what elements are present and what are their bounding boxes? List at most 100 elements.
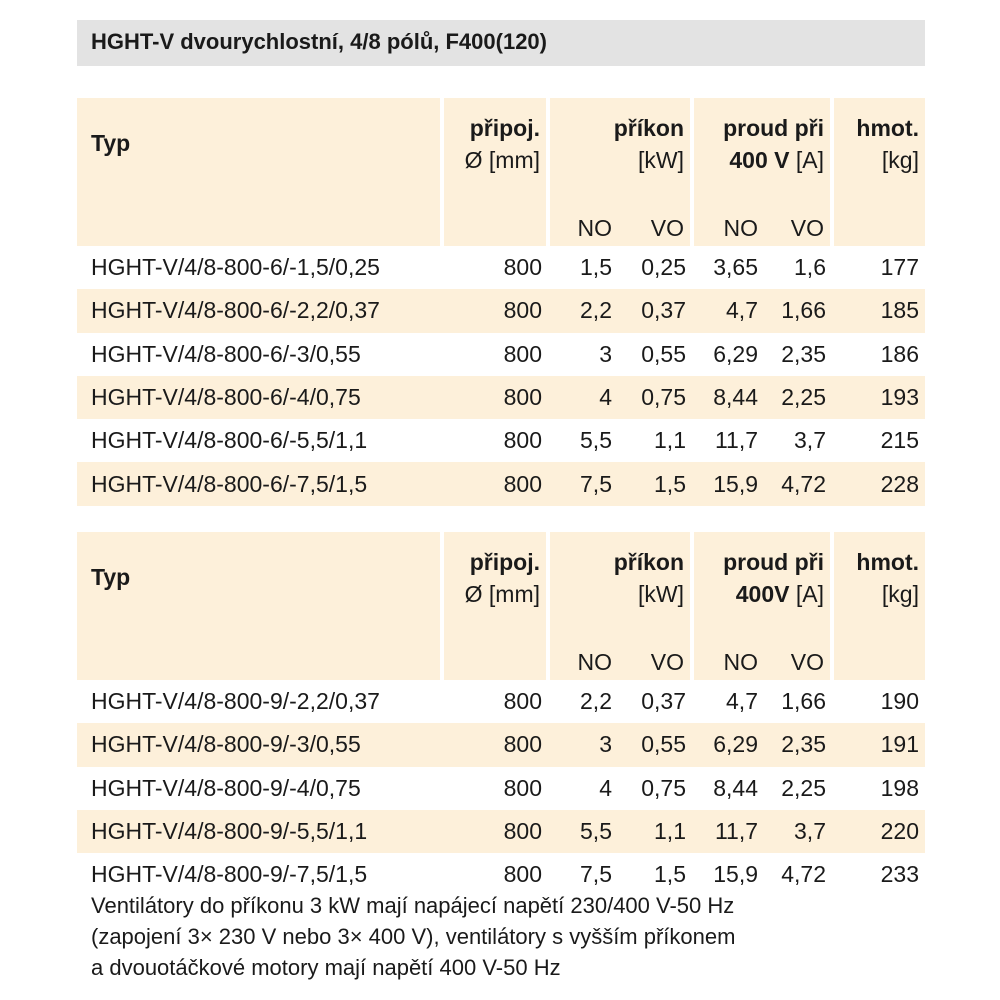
cell-proud-vo: 4,72: [781, 861, 826, 888]
cell-prikon-vo: 1,5: [654, 861, 686, 888]
cell-proud-no: 4,7: [726, 688, 758, 715]
header-proud: proud při 400V [A]: [692, 532, 834, 644]
cell-prikon-no: 4: [599, 774, 612, 801]
cell-typ: HGHT-V/4/8-800-9/-5,5/1,1: [77, 809, 442, 854]
cell-pripoj: 800: [442, 809, 548, 854]
header-proud-voltage: 400V: [735, 581, 790, 607]
header-proud-vo: VO: [764, 644, 834, 680]
table-row: HGHT-V/4/8-800-9/-2,2/0,37 800 2,2 0,37 4,7 1…: [77, 680, 925, 723]
header-proud-voltage: 400 V: [729, 147, 790, 173]
cell-pripoj: 800: [503, 427, 542, 454]
cell-proud-vo: 2,35: [781, 340, 826, 367]
cell-pripoj: 800: [503, 688, 542, 715]
table-row: HGHT-V/4/8-800-9/-7,5/1,5 800 7,5 1,5 15,9 4,…: [77, 853, 925, 896]
header-pripoj-unit: Ø [mm]: [464, 581, 540, 607]
header-hmot-unit: [kg]: [881, 147, 919, 173]
cell-prikon-no: 1,5: [580, 254, 612, 281]
cell-prikon-no: 3: [548, 723, 618, 767]
cell-hmot: 185: [832, 289, 925, 333]
cell-pripoj: 800: [442, 723, 548, 767]
footnote-line-1: Ventilátory do příkonu 3 kW mají napájec…: [91, 893, 735, 918]
cell-proud-no: 15,9: [713, 861, 758, 888]
header-hmot: hmot. [kg]: [832, 98, 925, 246]
table-row: HGHT-V/4/8-800-6/-5,5/1,1 800 5,5 1,1 11,7 3,…: [77, 419, 925, 462]
cell-typ: HGHT-V/4/8-800-6/-4/0,75: [77, 375, 442, 420]
cell-prikon-no: 2,2: [580, 688, 612, 715]
header-proud-unit: [A]: [795, 581, 824, 607]
cell-prikon-vo: 0,75: [641, 774, 686, 801]
header-proud-label: proud při: [723, 115, 824, 141]
cell-prikon-vo: 0,37: [618, 289, 692, 333]
header-prikon-no: NO: [548, 644, 618, 680]
cell-proud-no: 6,29: [692, 723, 764, 767]
cell-pripoj: 800: [442, 462, 548, 506]
cell-hmot: 220: [832, 809, 925, 854]
header-prikon-unit: [kW]: [638, 147, 684, 173]
table-row: HGHT-V/4/8-800-9/-4/0,75 800 4 0,75 8,44 2,25…: [77, 767, 925, 810]
cell-typ: HGHT-V/4/8-800-6/-3/0,55: [91, 340, 361, 367]
cell-prikon-no: 3: [599, 340, 612, 367]
cell-proud-no: 11,7: [714, 427, 758, 454]
header-prikon-vo: VO: [618, 210, 694, 246]
table-row: HGHT-V/4/8-800-6/-7,5/1,5 800 7,5 1,5 15,9 4,…: [77, 462, 925, 506]
cell-prikon-vo: 0,25: [641, 254, 686, 281]
cell-prikon-vo: 1,5: [618, 462, 692, 506]
cell-prikon-no: 4: [548, 375, 618, 420]
cell-proud-vo: 2,25: [764, 375, 832, 420]
cell-prikon-vo: 0,37: [641, 688, 686, 715]
cell-pripoj: 800: [503, 861, 542, 888]
table-row: HGHT-V/4/8-800-6/-4/0,75 800 4 0,75 8,44 2,25…: [77, 375, 925, 420]
cell-pripoj: 800: [442, 289, 548, 333]
cell-pripoj: 800: [503, 340, 542, 367]
cell-prikon-vo: 1,1: [618, 809, 692, 854]
table-row: HGHT-V/4/8-800-9/-3/0,55 800 3 0,55 6,29 2,35…: [77, 723, 925, 767]
page-title: HGHT-V dvourychlostní, 4/8 pólů, F400(12…: [91, 29, 547, 54]
cell-proud-no: 3,65: [713, 254, 758, 281]
cell-typ: HGHT-V/4/8-800-9/-3/0,55: [77, 723, 442, 767]
header-prikon-label: příkon: [613, 115, 684, 141]
cell-prikon-no: 5,5: [548, 809, 618, 854]
header-proud-vo: VO: [764, 210, 834, 246]
header-typ: Typ: [77, 98, 444, 246]
header-proud-no: NO: [692, 644, 764, 680]
header-prikon-unit: [kW]: [638, 581, 684, 607]
header-prikon: příkon [kW]: [548, 532, 694, 644]
cell-prikon-no: 2,2: [548, 289, 618, 333]
header-prikon-no: NO: [548, 210, 618, 246]
cell-hmot: 186: [880, 340, 919, 367]
table-row: HGHT-V/4/8-800-9/-5,5/1,1 800 5,5 1,1 11,7 3,…: [77, 809, 925, 854]
cell-typ: HGHT-V/4/8-800-6/-7,5/1,5: [77, 462, 442, 506]
header-proud: proud při 400 V [A]: [692, 98, 834, 210]
header-pripoj: připoj. Ø [mm]: [442, 98, 550, 246]
cell-hmot: 198: [880, 774, 919, 801]
cell-proud-vo: 2,25: [781, 774, 826, 801]
cell-pripoj: 800: [503, 774, 542, 801]
spec-table-2: Typ připoj. Ø [mm] příkon [kW] proud při…: [77, 532, 925, 896]
cell-typ: HGHT-V/4/8-800-6/-2,2/0,37: [77, 289, 442, 333]
cell-hmot: 215: [880, 427, 919, 454]
cell-hmot: 193: [832, 375, 925, 420]
cell-pripoj: 800: [503, 254, 542, 281]
header-prikon-vo: VO: [618, 644, 694, 680]
cell-hmot: 233: [880, 861, 919, 888]
header-typ: Typ: [77, 532, 444, 680]
cell-proud-vo: 1,66: [764, 289, 832, 333]
cell-prikon-no: 7,5: [580, 861, 612, 888]
header-prikon: příkon [kW]: [548, 98, 694, 210]
header-proud-label: proud při: [723, 549, 824, 575]
cell-proud-no: 11,7: [692, 809, 764, 854]
title-bar: HGHT-V dvourychlostní, 4/8 pólů, F400(12…: [77, 20, 925, 66]
cell-proud-no: 8,44: [713, 774, 758, 801]
cell-prikon-vo: 0,75: [618, 375, 692, 420]
cell-typ: HGHT-V/4/8-800-6/-1,5/0,25: [91, 254, 380, 281]
cell-proud-no: 15,9: [692, 462, 764, 506]
header-proud-unit: [A]: [795, 147, 824, 173]
header-pripoj-unit: Ø [mm]: [464, 147, 540, 173]
cell-typ: HGHT-V/4/8-800-9/-2,2/0,37: [91, 688, 380, 715]
cell-hmot: 190: [880, 688, 919, 715]
cell-proud-vo: 1,66: [781, 688, 826, 715]
cell-proud-no: 4,7: [692, 289, 764, 333]
cell-hmot: 228: [832, 462, 925, 506]
table-row: HGHT-V/4/8-800-6/-2,2/0,37 800 2,2 0,37 4,7 1…: [77, 289, 925, 333]
footnote-line-2: (zapojení 3× 230 V nebo 3× 400 V), venti…: [91, 924, 736, 949]
